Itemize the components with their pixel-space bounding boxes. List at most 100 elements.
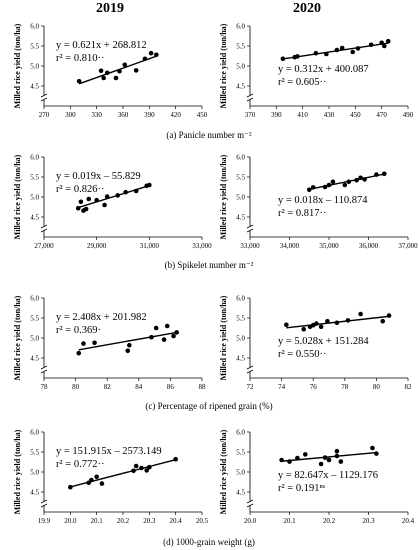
x-tick-label: 20.2 <box>117 517 130 525</box>
data-point <box>330 179 336 185</box>
x-tick-label: 390 <box>271 111 282 119</box>
x-tick-label: 330 <box>91 111 102 119</box>
data-point <box>310 185 316 190</box>
data-point <box>149 334 154 340</box>
data-point <box>382 43 387 49</box>
data-point <box>326 457 332 463</box>
x-tick-label: 490 <box>403 111 414 119</box>
data-point <box>355 46 361 51</box>
y-tick-label: 5.0 <box>30 335 39 343</box>
data-point <box>358 175 363 181</box>
x-tick-label: 78 <box>41 383 49 391</box>
x-tick-label: 450 <box>350 111 361 119</box>
r-squared: r² = 0.817·· <box>278 208 326 219</box>
y-tick-label: 5.0 <box>236 335 245 343</box>
data-point <box>154 52 159 58</box>
data-point <box>382 171 387 177</box>
caption-spikelet: (b) Spikelet number m⁻² <box>165 260 254 270</box>
data-point <box>101 75 106 81</box>
regression-equation: y = 0.018x – 110.874 <box>278 195 368 206</box>
data-point <box>148 50 154 56</box>
x-tick-label: 390 <box>144 111 155 119</box>
data-point <box>313 50 319 56</box>
data-point <box>301 326 307 332</box>
x-tick-label: 80 <box>373 383 381 391</box>
data-point <box>334 453 340 459</box>
regression-equation: y = 5.028x + 151.284 <box>278 336 369 347</box>
data-point <box>99 481 105 486</box>
y-axis-break-mark <box>246 224 254 229</box>
y-tick-label: 4.5 <box>236 214 245 222</box>
x-tick-label: 88 <box>199 383 207 391</box>
x-tick-label: 20.4 <box>170 517 183 525</box>
x-tick-label: 20.2 <box>323 517 336 525</box>
y-tick-label: 6.0 <box>236 429 245 437</box>
y-axis-break-mark <box>246 499 254 504</box>
y-axis-break-mark <box>246 369 254 374</box>
data-point <box>362 177 367 182</box>
r-squared: r² = 0.810·· <box>56 53 104 64</box>
y-tick-label: 4.5 <box>236 489 245 497</box>
regression-equation: y = 0.312x + 400.087 <box>278 64 369 75</box>
x-tick-label: 27,000 <box>34 242 54 250</box>
data-point <box>142 56 148 62</box>
y-axis-break-mark <box>246 93 254 98</box>
data-point <box>379 40 384 46</box>
r-squared: r² = 0.191ⁿˢ <box>278 483 326 494</box>
r-squared: r² = 0.369· <box>56 325 101 336</box>
data-point <box>83 206 89 212</box>
x-tick-label: 19.9 <box>38 517 51 525</box>
y-tick-label: 4.5 <box>30 489 39 497</box>
y-tick-label: 5.0 <box>30 194 39 202</box>
data-point <box>370 445 375 451</box>
y-tick-label: 6.0 <box>30 295 39 303</box>
panel-7: 4.5 5.0 5.5 6.0 20.0 20.1 20.2 20.3 20.4 Milled r… <box>219 429 415 526</box>
data-point <box>345 318 351 323</box>
data-point <box>115 193 121 198</box>
x-tick-label: 470 <box>376 111 387 119</box>
y-tick-label: 6.0 <box>30 23 39 31</box>
y-tick-label: 5.0 <box>30 469 39 477</box>
data-point <box>295 54 300 59</box>
caption-panicle: (a) Panicle number m⁻² <box>166 130 251 140</box>
panel-2: 4.5 5.0 5.5 6.0 27,000 29,000 31,000 33,000 Mill… <box>13 154 212 251</box>
data-point <box>123 189 128 195</box>
data-point <box>354 177 359 183</box>
x-tick-label: 420 <box>170 111 181 119</box>
x-tick-label: 20.0 <box>64 517 77 525</box>
x-tick-label: 82 <box>405 383 413 391</box>
data-point <box>171 333 176 339</box>
x-tick-label: 34,000 <box>280 242 300 250</box>
data-point <box>374 172 379 177</box>
data-point <box>68 484 73 490</box>
y-axis-break-mark <box>40 365 48 370</box>
y-tick-label: 5.0 <box>236 469 245 477</box>
data-point <box>164 323 170 329</box>
r-squared: r² = 0.826·· <box>56 184 104 195</box>
y-tick-label: 4.5 <box>30 355 39 363</box>
data-point <box>102 202 107 208</box>
data-point <box>133 188 139 194</box>
data-point <box>358 311 363 317</box>
y-tick-label: 6.0 <box>30 154 39 162</box>
x-tick-label: 74 <box>278 383 286 391</box>
caption-ripened-grain: (c) Percentage of ripened grain (%) <box>145 401 272 411</box>
y-tick-label: 5.5 <box>30 315 39 323</box>
x-tick-label: 86 <box>167 383 175 391</box>
data-point <box>76 350 82 356</box>
data-point <box>385 38 391 44</box>
x-tick-label: 72 <box>247 383 255 391</box>
data-point <box>144 468 149 473</box>
regression-equation: y = 0.621x + 268.812 <box>56 40 147 51</box>
data-point <box>89 477 94 483</box>
data-point <box>295 455 300 461</box>
regression-equation: y = 151.915x – 2573.149 <box>56 446 162 457</box>
r-squared: r² = 0.772·· <box>56 459 104 470</box>
data-point <box>81 341 86 346</box>
x-tick-label: 20.5 <box>196 517 209 525</box>
y-axis-break-mark <box>246 97 254 102</box>
y-axis-break-mark <box>40 499 48 504</box>
y-tick-label: 5.5 <box>236 43 245 51</box>
data-point <box>147 464 152 470</box>
